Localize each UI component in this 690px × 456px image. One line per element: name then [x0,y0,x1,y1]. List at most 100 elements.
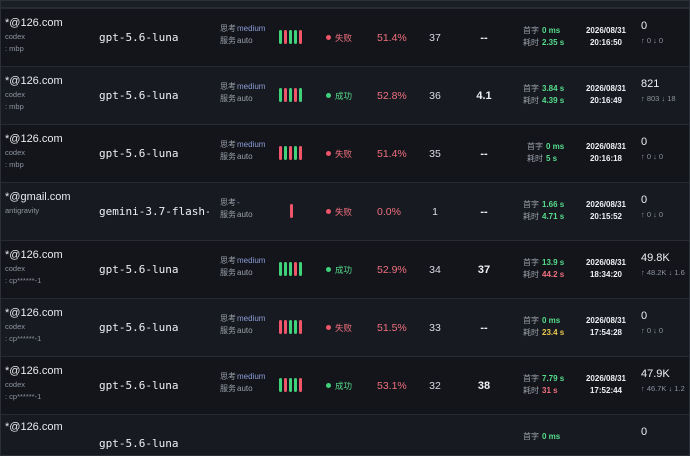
table-row[interactable]: *@126.com codex : cp******-1 gpt-5.6-lun… [1,240,689,299]
model-name: gpt-5.6-luna [99,321,179,334]
result-bar-ok [294,146,297,160]
status-dot-icon [326,383,331,388]
account-cell: *@gmail.com antigravity [5,191,91,218]
result-bar-ok [289,320,292,334]
ttft-key: 首字 [527,142,543,151]
ttft-key: 首字 [523,26,539,35]
token-total: 0 [641,310,648,322]
timing-cell: 首字 0 ms 耗时 2.35 s [523,25,564,49]
account-email: *@gmail.com [5,191,71,203]
ttft-value: 3.84 s [542,84,565,93]
model-name: gpt-5.6-luna [99,31,179,44]
timestamp-time: 18:34:20 [589,270,623,279]
think-key: 思考 [220,256,236,265]
request-params: 思考medium 服务auto [220,23,265,47]
token-io: ↑ 0 ↓ 0 [641,326,664,335]
table-row[interactable]: *@126.com gpt-5.6-luna 首字 0 ms 0 [1,414,689,455]
service-key: 服务 [220,36,236,45]
account-email: *@126.com [5,75,63,87]
score-value: -- [480,32,488,44]
token-cell: 821 ↑ 803 ↓ 18 [641,78,676,103]
table-row[interactable]: *@126.com codex : mbp gpt-5.6-luna 思考med… [1,124,689,183]
status-badge: 失败 [326,299,352,357]
token-io: ↑ 803 ↓ 18 [641,94,676,103]
think-key: 思考 [220,198,236,207]
result-bar-ok [294,320,297,334]
account-cell: *@126.com codex : mbp [5,75,91,111]
ttft-value: 13.9 s [542,258,565,267]
recent-results-bars [290,204,293,218]
timing-cell: 首字 0 ms 耗时 5 s [527,141,564,165]
model-name: gpt-5.6-luna [99,437,179,450]
status-dot-icon [326,93,331,98]
timestamp-date: 2026/08/31 [585,200,627,209]
table-row[interactable]: *@126.com codex : mbp gpt-5.6-luna 思考med… [1,66,689,125]
model-name: gpt-5.6-luna [99,89,179,102]
account-cell: *@126.com codex : cp******-1 [5,249,91,285]
request-params: 思考medium 服务auto [220,313,265,337]
service-value: auto [237,268,253,277]
ttft-key: 首字 [523,374,539,383]
result-bar-ok [299,88,302,102]
result-bar-ok [284,146,287,160]
token-cell: 0 ↑ 0 ↓ 0 [641,310,663,335]
status-badge: 失败 [326,183,352,241]
result-bar-ok [294,30,297,44]
account-provider: codex [5,32,26,41]
duration-value: 4.39 s [542,96,565,105]
table-row[interactable]: *@126.com codex : cp******-1 gpt-5.6-lun… [1,356,689,415]
duration-value: 4.71 s [542,212,565,221]
ttft-value: 0 ms [542,432,561,441]
service-key: 服务 [220,268,236,277]
score-value: -- [480,148,488,160]
table-row[interactable]: *@126.com codex : cp******-1 gpt-5.6-lun… [1,298,689,357]
duration-key: 耗时 [523,96,539,105]
score-value [474,415,494,455]
status-label: 成功 [335,91,353,101]
timestamp-time: 20:16:49 [589,96,623,105]
model-name: gpt-5.6-luna [99,379,179,392]
result-bar-ok [279,378,282,392]
service-value: auto [237,36,253,45]
success-rate: 52.8% [377,90,407,102]
table-row[interactable]: *@126.com codex : mbp gpt-5.6-luna 思考med… [1,8,689,67]
table-row[interactable]: *@gmail.com antigravity gemini-3.7-flash… [1,182,689,241]
result-bar-ok [284,262,287,276]
recent-results-bars [279,262,302,276]
account-device: : mbp [5,160,24,169]
timestamp-date: 2026/08/31 [585,84,627,93]
score-value: 37 [477,264,491,276]
account-email: *@126.com [5,249,63,261]
timestamp-time: 20:15:52 [589,212,623,221]
duration-value: 31 s [542,386,558,395]
status-badge: 失败 [326,125,352,183]
model-name: gemini-3.7-flash-… [99,205,209,218]
token-cell: 49.8K ↑ 48.2K ↓ 1.6 [641,252,685,277]
duration-key: 耗时 [523,386,539,395]
success-rate: 0.0% [377,206,401,218]
request-count: 32 [429,380,441,392]
token-total: 47.9K [641,368,670,380]
request-count: 36 [429,90,441,102]
status-label: 失败 [335,323,353,333]
result-bar-err [294,262,297,276]
score-value: 38 [477,380,491,392]
result-bar-ok [279,88,282,102]
result-bar-ok [289,88,292,102]
think-key: 思考 [220,24,236,33]
result-bar-err [289,146,292,160]
request-params: 思考medium 服务auto [220,371,265,395]
service-value: auto [237,94,253,103]
result-bar-ok [294,378,297,392]
table-top-edge [1,1,689,8]
think-key: 思考 [220,82,236,91]
token-cell: 0 ↑ 0 ↓ 0 [641,194,663,219]
timestamp-cell: 2026/08/31 20:16:50 [584,25,628,49]
result-bar-ok [289,378,292,392]
status-dot-icon [326,325,331,330]
ttft-value: 0 ms [546,142,565,151]
account-cell: *@126.com codex : mbp [5,17,91,53]
result-bar-err [299,30,302,44]
status-label: 成功 [335,265,353,275]
